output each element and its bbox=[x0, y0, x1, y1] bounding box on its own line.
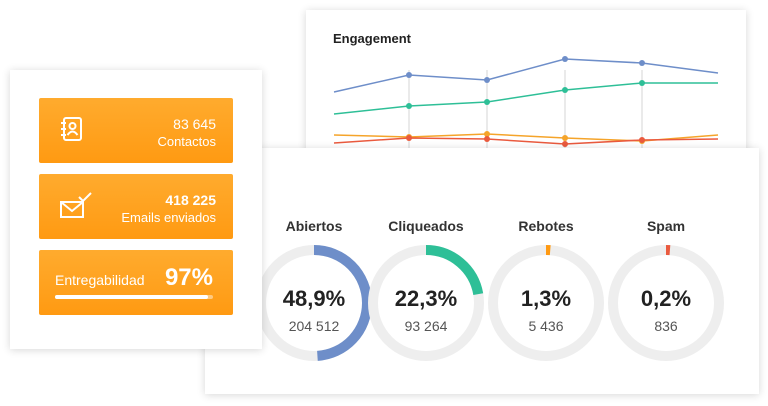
deliverability-value: 97% bbox=[164, 264, 213, 291]
series-point bbox=[562, 56, 568, 62]
stats-card: 83 645 Contactos 418 225 Emails enviados… bbox=[10, 70, 262, 349]
series-point bbox=[562, 135, 568, 141]
contacts-box: 83 645 Contactos bbox=[39, 98, 233, 163]
deliverability-label: Entregabilidad bbox=[55, 272, 145, 288]
series-point bbox=[639, 137, 645, 143]
donut-arc bbox=[608, 245, 724, 361]
rebotes-donut bbox=[488, 245, 604, 361]
spam-donut bbox=[608, 245, 724, 361]
metric-percent: 0,2% bbox=[640, 286, 692, 311]
series-point bbox=[639, 60, 645, 66]
series-point bbox=[562, 87, 568, 93]
emails-box: 418 225 Emails enviados bbox=[39, 174, 233, 239]
donut-arc bbox=[368, 245, 484, 361]
engagement-card: Engagement bbox=[306, 10, 746, 170]
metric-percent: 48,9% bbox=[282, 286, 346, 311]
metric-percent: 22,3% bbox=[394, 286, 458, 311]
series-line-0 bbox=[333, 58, 719, 93]
envelope-check-icon bbox=[59, 192, 93, 225]
metric-count: 5 436 bbox=[528, 318, 564, 334]
metric-percent: 1,3% bbox=[520, 286, 572, 311]
contacts-count: 83 645 bbox=[173, 116, 216, 132]
deliverability-progress-fill bbox=[55, 295, 209, 299]
address-book-icon bbox=[59, 116, 85, 147]
emails-label: Emails enviados bbox=[121, 210, 216, 225]
series-point bbox=[639, 80, 645, 86]
engagement-line-chart bbox=[333, 56, 719, 170]
cliqueados-donut bbox=[368, 245, 484, 361]
series-point bbox=[484, 136, 490, 142]
metric-label: Cliqueados bbox=[388, 218, 464, 234]
deliverability-box: Entregabilidad 97% bbox=[39, 250, 233, 315]
metric-count: 93 264 bbox=[404, 318, 448, 334]
emails-count: 418 225 bbox=[165, 192, 216, 208]
metrics-card: Abiertos 48,9% 204 512 Cliqueados 22,3% … bbox=[205, 148, 759, 394]
series-line-3 bbox=[333, 137, 719, 145]
metric-count: 836 bbox=[654, 318, 678, 334]
contacts-label: Contactos bbox=[157, 134, 216, 149]
series-point bbox=[406, 72, 412, 78]
series-point bbox=[406, 103, 412, 109]
metric-label: Rebotes bbox=[518, 218, 574, 234]
metric-count: 204 512 bbox=[288, 318, 340, 334]
series-point bbox=[562, 141, 568, 147]
metric-label: Spam bbox=[646, 218, 686, 234]
donut-arc bbox=[256, 245, 372, 361]
donut-arc bbox=[488, 245, 604, 361]
series-point bbox=[406, 135, 412, 141]
deliverability-progress-bar bbox=[55, 295, 213, 299]
series-point bbox=[484, 77, 490, 83]
series-point bbox=[484, 99, 490, 105]
series-line-1 bbox=[333, 82, 718, 115]
engagement-title: Engagement bbox=[333, 31, 412, 46]
series-point bbox=[484, 131, 490, 137]
metric-label: Abiertos bbox=[285, 218, 343, 234]
